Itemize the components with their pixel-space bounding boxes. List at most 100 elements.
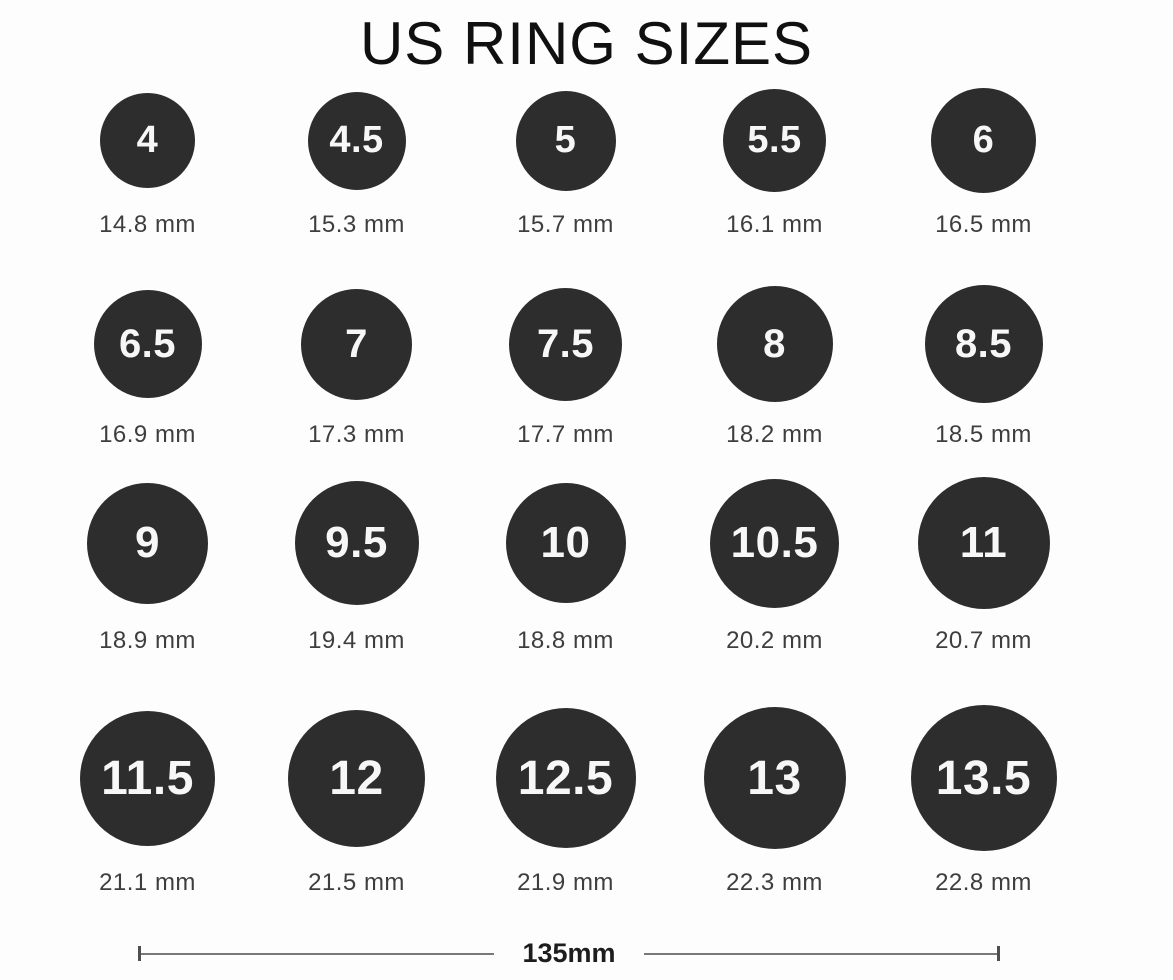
ring-size-value: 7.5	[536, 321, 595, 366]
circle-zone: 4.5	[307, 88, 406, 193]
ring-size-value: 6	[972, 119, 995, 161]
ring-size-circle: 6.5	[93, 290, 202, 398]
ring-size-cell: 12.5 21.9 mm	[461, 705, 670, 897]
ring-size-row: 6.5 16.9 mm 7 17.3 mm 7.5 17.7 mm 8 18.2…	[43, 285, 1088, 449]
ring-size-value: 13.5	[935, 751, 1032, 805]
ring-size-cell: 6.5 16.9 mm	[43, 285, 252, 449]
ring-size-value: 8	[763, 321, 786, 366]
ring-diameter-label: 16.9 mm	[99, 421, 196, 448]
ring-size-value: 10.5	[730, 518, 819, 567]
ring-size-circle: 7	[301, 288, 412, 400]
ring-size-circle: 8.5	[924, 285, 1043, 403]
ring-diameter-label: 21.5 mm	[308, 869, 405, 896]
ring-size-circle: 12	[288, 709, 425, 847]
ring-diameter-label: 16.5 mm	[935, 211, 1032, 238]
circle-zone: 8.5	[924, 285, 1043, 403]
ring-size-row: 9 18.9 mm 9.5 19.4 mm 10 18.8 mm 10.5 20…	[43, 477, 1088, 655]
ruler-left-line	[141, 952, 495, 955]
circle-zone: 11.5	[80, 705, 215, 851]
ring-size-circle: 12.5	[495, 708, 636, 848]
circle-zone: 12	[288, 705, 425, 851]
ring-size-cell: 11.5 21.1 mm	[43, 705, 252, 897]
ring-size-circle: 11.5	[80, 710, 215, 846]
ring-size-cell: 10 18.8 mm	[461, 477, 670, 655]
ring-diameter-label: 19.4 mm	[308, 627, 405, 654]
ring-size-cell: 11 20.7 mm	[879, 477, 1088, 655]
ring-size-value: 7	[345, 321, 368, 366]
ring-size-value: 11.5	[101, 751, 194, 805]
ring-size-circle: 13.5	[910, 705, 1057, 851]
ring-size-circle: 4	[100, 93, 195, 188]
circle-zone: 7	[301, 285, 412, 403]
ring-size-circle: 5	[515, 90, 616, 191]
ring-size-cell: 7 17.3 mm	[252, 285, 461, 449]
ring-size-value: 5.5	[747, 119, 802, 161]
circle-zone: 4	[100, 88, 195, 193]
circle-zone: 13.5	[910, 705, 1057, 851]
ring-size-grid: 4 14.8 mm 4.5 15.3 mm 5 15.7 mm 5.5 16.1…	[0, 88, 1173, 897]
ring-diameter-label: 18.9 mm	[99, 627, 196, 654]
ring-size-cell: 8.5 18.5 mm	[879, 285, 1088, 449]
circle-zone: 6.5	[93, 285, 202, 403]
ring-size-value: 12	[329, 751, 384, 805]
ring-size-row: 11.5 21.1 mm 12 21.5 mm 12.5 21.9 mm 13 …	[43, 705, 1088, 897]
ring-size-cell: 5 15.7 mm	[461, 88, 670, 239]
ring-diameter-label: 17.3 mm	[308, 421, 405, 448]
ring-size-circle: 4.5	[307, 91, 406, 190]
ring-size-cell: 9.5 19.4 mm	[252, 477, 461, 655]
ring-size-circle: 9.5	[294, 481, 419, 605]
circle-zone: 10.5	[710, 477, 839, 609]
ring-size-value: 10	[540, 518, 591, 567]
ring-size-cell: 4 14.8 mm	[43, 88, 252, 239]
ring-size-circle: 10	[505, 483, 626, 603]
ring-size-cell: 12 21.5 mm	[252, 705, 461, 897]
ring-diameter-label: 18.5 mm	[935, 421, 1032, 448]
ring-size-circle: 13	[703, 707, 846, 849]
circle-zone: 13	[703, 705, 846, 851]
ring-size-value: 6.5	[118, 321, 177, 366]
scale-ruler: 135mm	[138, 938, 1001, 968]
ring-diameter-label: 14.8 mm	[99, 211, 196, 238]
ring-diameter-label: 20.7 mm	[935, 627, 1032, 654]
circle-zone: 11	[917, 477, 1050, 609]
ring-diameter-label: 18.8 mm	[517, 627, 614, 654]
circle-zone: 10	[505, 477, 626, 609]
ring-size-circle: 11	[917, 477, 1050, 609]
ring-diameter-label: 18.2 mm	[726, 421, 823, 448]
ring-size-circle: 8	[716, 286, 833, 402]
ring-size-cell: 10.5 20.2 mm	[670, 477, 879, 655]
ruler-left-tick	[138, 946, 141, 961]
ring-size-cell: 7.5 17.7 mm	[461, 285, 670, 449]
circle-zone: 7.5	[509, 285, 622, 403]
ring-size-circle: 10.5	[710, 478, 839, 608]
circle-zone: 9	[87, 477, 208, 609]
ring-diameter-label: 22.8 mm	[935, 869, 1032, 896]
ring-diameter-label: 16.1 mm	[726, 211, 823, 238]
ring-diameter-label: 15.3 mm	[308, 211, 405, 238]
ring-diameter-label: 21.1 mm	[99, 869, 196, 896]
ring-size-value: 9.5	[325, 518, 388, 567]
ring-size-value: 12.5	[517, 751, 614, 805]
ring-size-value: 8.5	[954, 321, 1013, 366]
ring-size-value: 9	[135, 518, 160, 567]
circle-zone: 6	[931, 88, 1036, 193]
ruler-right-line	[643, 952, 998, 955]
ring-size-value: 13	[747, 751, 802, 805]
ring-size-cell: 4.5 15.3 mm	[252, 88, 461, 239]
ring-size-value: 4.5	[329, 119, 384, 161]
ring-size-cell: 13 22.3 mm	[670, 705, 879, 897]
ring-size-cell: 6 16.5 mm	[879, 88, 1088, 239]
page-title: US RING SIZES	[359, 10, 814, 77]
ring-size-circle: 9	[87, 482, 208, 604]
ring-size-row: 4 14.8 mm 4.5 15.3 mm 5 15.7 mm 5.5 16.1…	[43, 88, 1088, 239]
ring-size-circle: 6	[931, 88, 1036, 193]
circle-zone: 9.5	[294, 477, 419, 609]
ring-size-cell: 8 18.2 mm	[670, 285, 879, 449]
ring-size-value: 5	[554, 119, 577, 161]
circle-zone: 12.5	[495, 705, 636, 851]
circle-zone: 8	[716, 285, 833, 403]
circle-zone: 5	[515, 88, 616, 193]
ring-size-value: 11	[959, 518, 1008, 567]
circle-zone: 5.5	[723, 88, 826, 193]
